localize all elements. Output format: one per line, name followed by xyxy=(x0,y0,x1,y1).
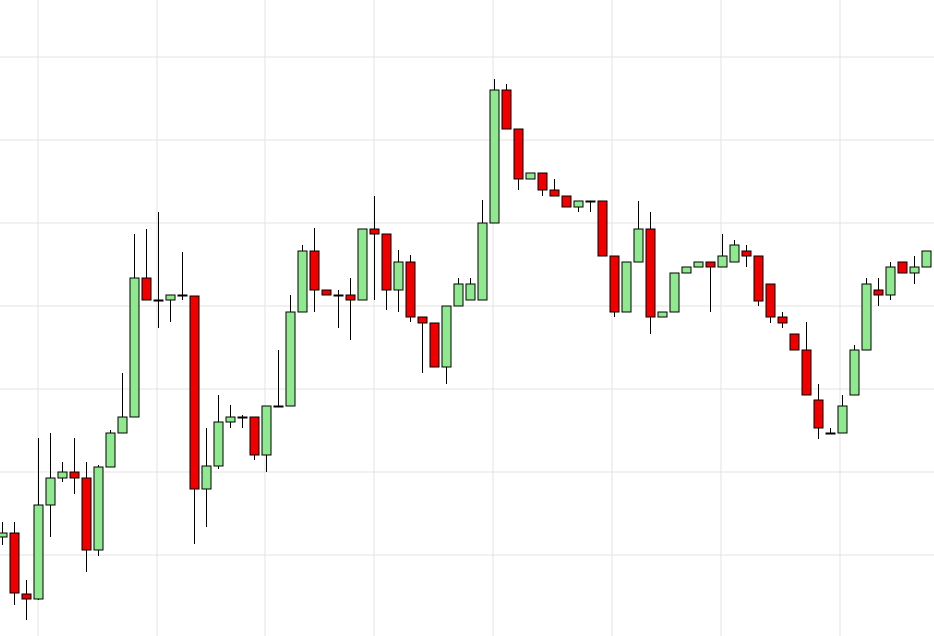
candle-body xyxy=(801,349,812,396)
candle-body xyxy=(81,477,92,551)
candle-body xyxy=(549,189,560,197)
candle-body xyxy=(21,593,32,600)
candle-body xyxy=(201,465,212,490)
candle-body xyxy=(717,255,728,268)
candle-body xyxy=(909,266,920,274)
candle-body xyxy=(573,200,584,208)
candle-body xyxy=(129,277,140,418)
candle-body xyxy=(465,283,476,301)
candle-body xyxy=(405,261,416,318)
candle-body xyxy=(849,349,860,396)
candle-body xyxy=(321,289,332,296)
candle-body xyxy=(777,316,788,324)
candle-body xyxy=(177,294,188,297)
candle-body xyxy=(765,283,776,318)
candle-body xyxy=(357,228,368,301)
candle-body xyxy=(261,405,272,456)
candle-body xyxy=(297,250,308,313)
candle-body xyxy=(501,89,512,130)
candle-body xyxy=(645,228,656,318)
candle-body xyxy=(45,477,56,506)
candle-body xyxy=(57,471,68,479)
candle-body xyxy=(333,294,344,297)
candle-body xyxy=(873,289,884,296)
candle-body xyxy=(417,316,428,324)
candle-body xyxy=(441,305,452,368)
candle-body xyxy=(657,311,668,318)
candle-body xyxy=(897,261,908,274)
candle-body xyxy=(165,294,176,301)
candle-body xyxy=(561,195,572,208)
candle-body xyxy=(213,421,224,467)
candle-body xyxy=(621,261,632,313)
candle-body xyxy=(513,128,524,180)
candle-body xyxy=(825,432,836,435)
candle-body xyxy=(249,416,260,456)
candle-body xyxy=(237,416,248,419)
candle-body xyxy=(705,261,716,268)
candle-body xyxy=(369,228,380,235)
candle-body xyxy=(429,322,440,368)
candle-body xyxy=(861,283,872,351)
candle-body xyxy=(921,250,932,268)
candle-body xyxy=(693,261,704,268)
candle-body xyxy=(153,299,164,302)
candle-body xyxy=(93,466,104,551)
candle-body xyxy=(477,222,488,301)
candle-body xyxy=(741,250,752,257)
candle-body xyxy=(33,504,44,600)
candle-body xyxy=(885,266,896,296)
candle-body xyxy=(381,233,392,291)
candle-body xyxy=(633,228,644,263)
candle-body xyxy=(309,250,320,291)
candle-body xyxy=(789,333,800,351)
candle-body xyxy=(345,294,356,301)
candle-body xyxy=(681,266,692,274)
candle-body xyxy=(525,172,536,180)
candle-body xyxy=(117,416,128,434)
candle-body xyxy=(669,272,680,313)
candle-body xyxy=(105,432,116,468)
candle-body xyxy=(285,311,296,407)
candle-body xyxy=(273,405,284,408)
candle-body xyxy=(609,255,620,313)
candle-body xyxy=(813,399,824,429)
candle-body xyxy=(729,244,740,263)
candle-body xyxy=(69,471,80,479)
candle-body xyxy=(9,532,20,594)
candle-body xyxy=(141,277,152,301)
candle-body xyxy=(489,89,500,224)
candle-body xyxy=(537,172,548,191)
candle-body xyxy=(585,200,596,203)
candle-body xyxy=(225,416,236,423)
candle-body xyxy=(753,255,764,302)
candle-body xyxy=(837,405,848,434)
candle-body xyxy=(453,283,464,307)
candle-body xyxy=(393,261,404,291)
candle-body xyxy=(597,200,608,257)
candle-body xyxy=(0,532,8,538)
candle-body xyxy=(189,295,200,490)
